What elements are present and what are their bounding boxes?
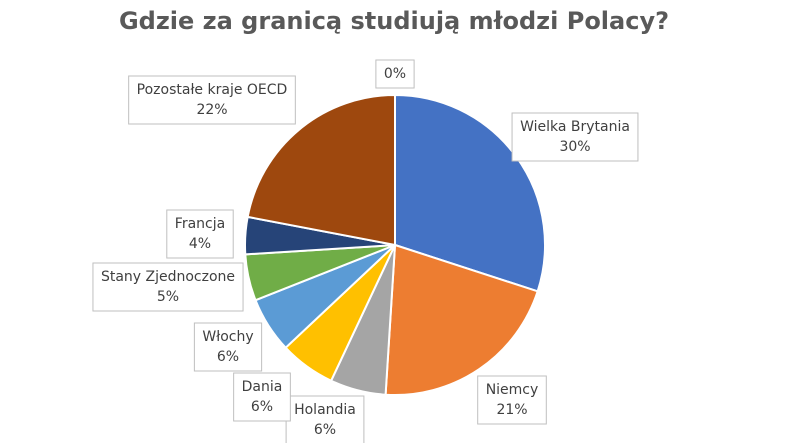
chart-title: Gdzie za granicą studiują młodzi Polacy? xyxy=(119,7,669,35)
data-label: 0% xyxy=(384,66,406,82)
data-label-value: 4% xyxy=(189,236,211,252)
data-label-category: Holandia xyxy=(294,402,356,418)
data-label: Pozostałe kraje OECD 22% xyxy=(137,82,288,118)
data-label-box xyxy=(285,395,365,443)
pie-slice xyxy=(384,243,539,396)
data-label: Dania 6% xyxy=(242,379,283,415)
data-label-box xyxy=(375,59,415,89)
data-label-category: Niemcy xyxy=(486,382,539,398)
data-label: Francja 4% xyxy=(175,216,225,252)
data-label-value: 6% xyxy=(217,349,239,365)
data-label-box xyxy=(233,372,291,422)
data-label: Holandia 6% xyxy=(294,402,356,438)
data-label-value: 21% xyxy=(496,402,527,418)
data-label-category: Pozostałe kraje OECD xyxy=(137,82,288,98)
data-label-value: 6% xyxy=(314,422,336,438)
data-label: Stany Zjednoczone 5% xyxy=(101,269,235,305)
data-label-category: Stany Zjednoczone xyxy=(101,269,235,285)
pie-slice xyxy=(246,93,396,247)
data-label-value: 22% xyxy=(196,102,227,118)
data-label-value: 6% xyxy=(251,399,273,415)
data-label: Włochy 6% xyxy=(202,329,253,365)
data-label-category: Dania xyxy=(242,379,283,395)
data-label-box xyxy=(128,75,296,125)
data-label-category: Wielka Brytania xyxy=(520,119,630,135)
data-label-value: 5% xyxy=(157,289,179,305)
data-label-box xyxy=(193,322,263,372)
data-label: Niemcy 21% xyxy=(486,382,539,418)
data-label-value: 0% xyxy=(384,66,406,82)
data-label-box xyxy=(166,209,234,259)
data-label: Wielka Brytania 30% xyxy=(520,119,630,155)
data-label-box xyxy=(511,112,639,162)
data-label-box xyxy=(92,262,244,312)
data-label-category: Francja xyxy=(175,216,225,232)
data-label-category: Włochy xyxy=(202,329,253,345)
data-label-value: 30% xyxy=(559,139,590,155)
data-label-box xyxy=(477,375,547,425)
